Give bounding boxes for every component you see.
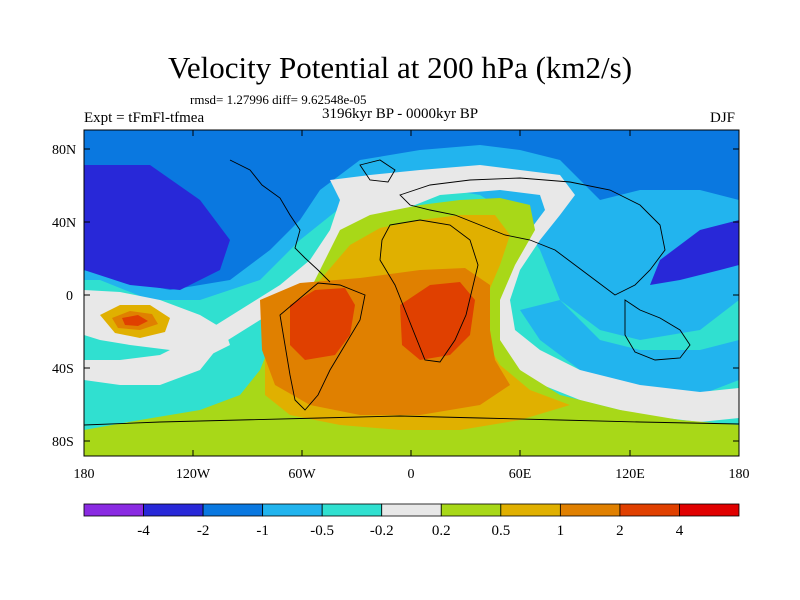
max-positive-africa [400, 282, 475, 360]
coast-australia [624, 299, 691, 361]
lon-label-60e: 60E [509, 467, 532, 482]
colorbar-swatch [500, 503, 561, 517]
lon-label-180e: 180 [729, 467, 750, 482]
lon-label-60w: 60W [288, 467, 316, 482]
lon-ticks [192, 130, 631, 456]
colorbar-swatch [321, 503, 383, 517]
coast-greenland [359, 159, 396, 183]
coast-antarctica [84, 415, 739, 426]
lat-ticks [84, 148, 739, 442]
colorbar-swatch [679, 503, 740, 517]
colorbar-label: -0.5 [310, 523, 334, 539]
colorbar-labels: -4 -2 -1 -0.5 -0.2 0.2 0.5 1 2 4 [137, 523, 683, 539]
coast-north-america [229, 159, 331, 283]
colorbar-label: -0.2 [370, 523, 394, 539]
colorbar-label: 4 [676, 523, 684, 539]
colorbar-swatch [440, 503, 502, 517]
colorbar-label: -4 [137, 523, 150, 539]
period-label: 3196kyr BP - 0000kyr BP [322, 106, 479, 122]
lon-label-180w: 180 [74, 467, 95, 482]
season-label: DJF [710, 110, 736, 126]
negative-region-north [84, 130, 739, 290]
colorbar-swatch [143, 503, 204, 517]
colorbar-swatch [262, 503, 323, 517]
colorbar-swatch [381, 503, 442, 517]
lat-label-40s: 40S [52, 362, 74, 377]
colorbar-swatch [83, 503, 144, 517]
colorbar [83, 503, 740, 517]
max-positive-south-america [290, 288, 355, 360]
lat-label-0: 0 [66, 289, 73, 304]
statistics-line: rmsd= 1.27996 diff= 9.62548e-05 [190, 92, 367, 107]
lat-label-40n: 40N [52, 216, 76, 231]
light-negative-southeast [520, 300, 739, 395]
colorbar-swatch [202, 503, 264, 517]
lat-label-80s: 80S [52, 435, 74, 450]
lon-label-0: 0 [408, 467, 415, 482]
neutral-band-main [84, 165, 739, 422]
lat-label-80n: 80N [52, 143, 76, 158]
lon-labels: 180 120W 60W 0 60E 120E 180 [74, 467, 750, 482]
colorbar-swatch [619, 503, 680, 517]
max-pocket-west [122, 315, 148, 326]
colorbar-label: -2 [197, 523, 210, 539]
colorbar-label: -1 [256, 523, 269, 539]
lon-label-120e: 120E [615, 467, 645, 482]
lon-label-120w: 120W [176, 467, 211, 482]
coast-africa [379, 219, 479, 363]
deep-negative-east [650, 220, 739, 285]
lat-labels: 80N 40N 0 40S 80S [52, 143, 76, 450]
colorbar-swatch [559, 503, 621, 517]
coast-eurasia [399, 177, 666, 296]
experiment-label: Expt = tFmFl-tfmea [84, 110, 205, 126]
map-title: Velocity Potential at 200 hPa (km2/s) [167, 50, 633, 85]
deep-negative-west [84, 165, 230, 290]
contour-field [84, 130, 739, 456]
colorbar-label: 2 [616, 523, 624, 539]
colorbar-label: 0.2 [432, 523, 451, 539]
colorbar-label: 0.5 [491, 523, 510, 539]
coastlines [84, 159, 739, 426]
coast-south-america [279, 282, 366, 411]
colorbar-label: 1 [557, 523, 565, 539]
